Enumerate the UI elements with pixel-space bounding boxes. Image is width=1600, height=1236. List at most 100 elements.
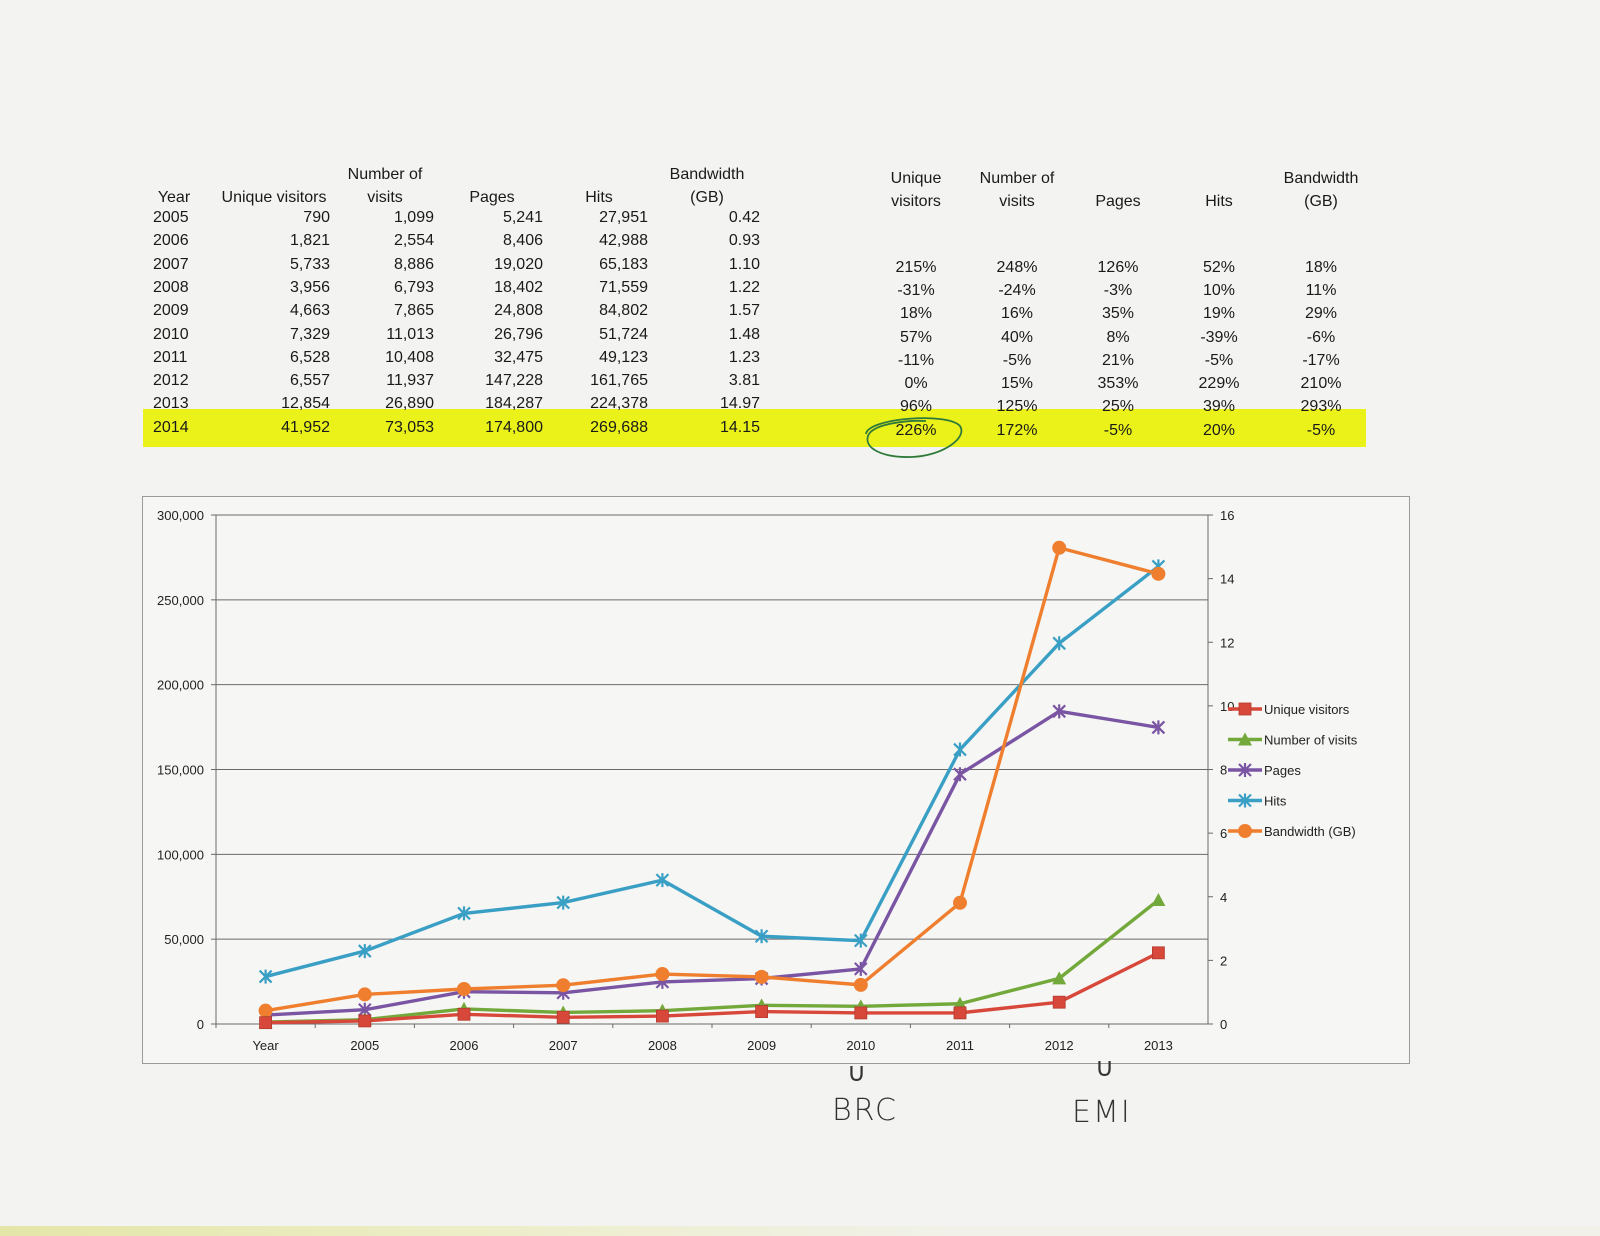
table-pct-cell: 21% xyxy=(1101,351,1135,369)
legend-marker xyxy=(1238,732,1252,746)
data-point xyxy=(556,895,570,910)
table-pct-cell: 52% xyxy=(1202,258,1236,276)
table-pct-cell: 29% xyxy=(1304,305,1338,323)
table-value-cell: 2,554 xyxy=(393,232,434,250)
y2-tick-label: 6 xyxy=(1220,826,1227,841)
y-tick-label: 0 xyxy=(197,1017,204,1032)
table-pct-cell: 126% xyxy=(1097,258,1139,276)
table-year-cell: 2014 xyxy=(153,418,189,436)
header-left-2: visits xyxy=(367,189,403,206)
table-value-cell: 7,329 xyxy=(289,325,330,343)
data-point xyxy=(358,944,372,959)
data-point xyxy=(457,982,471,997)
table-value-cell: 224,378 xyxy=(590,395,648,413)
table-value-cell: 65,183 xyxy=(599,255,648,273)
table-value-cell: 26,890 xyxy=(385,395,434,413)
table-pct-cell: 125% xyxy=(996,398,1038,416)
y2-tick-label: 12 xyxy=(1220,635,1234,650)
series-line-unique-visitors xyxy=(265,951,1160,1025)
legend-label: Hits xyxy=(1264,794,1287,809)
data-point xyxy=(655,967,670,982)
y2-tick-label: 14 xyxy=(1220,572,1234,587)
table-pct-cell: 25% xyxy=(1101,398,1135,416)
y2-tick-label: 10 xyxy=(1220,699,1234,714)
table-pct-cell: -11% xyxy=(897,351,935,369)
table-value-cell: 27,951 xyxy=(599,209,648,226)
table-value-cell: 5,241 xyxy=(502,209,543,226)
table-value-cell: 1.22 xyxy=(728,278,760,296)
table-year-cell: 2006 xyxy=(153,232,189,250)
x-tick-label: 2010 xyxy=(846,1038,875,1053)
data-point xyxy=(259,1016,272,1030)
data-point xyxy=(854,933,868,948)
table-value-cell: 8,406 xyxy=(502,232,543,250)
table-year-cell: 2007 xyxy=(153,255,189,273)
table-pct-cell: 11% xyxy=(1305,281,1337,299)
x-tick-label: 2012 xyxy=(1045,1038,1074,1053)
data-point xyxy=(754,929,769,944)
brc-checkmark: ∪ xyxy=(847,1058,869,1088)
data-point xyxy=(1151,893,1166,907)
data-point xyxy=(1052,971,1067,985)
legend-marker xyxy=(1238,793,1252,808)
header-right-3: Hits xyxy=(1205,193,1233,210)
table-value-cell: 1,099 xyxy=(393,209,434,226)
legend-label: Pages xyxy=(1264,763,1301,778)
table-value-cell: 84,802 xyxy=(599,302,648,320)
x-tick-label: 2008 xyxy=(648,1038,677,1053)
x-tick-label: Year xyxy=(252,1038,279,1053)
y2-tick-label: 4 xyxy=(1220,890,1227,905)
table-pct-cell: -6% xyxy=(1306,328,1336,346)
x-tick-label: 2011 xyxy=(946,1038,974,1053)
x-tick-label: 2005 xyxy=(350,1038,379,1053)
table-year-cell: 2005 xyxy=(153,209,189,226)
table-value-cell: 6,557 xyxy=(289,372,330,390)
table-year-cell: 2011 xyxy=(153,348,188,366)
header-left-5: (GB) xyxy=(690,189,724,206)
data-point xyxy=(556,978,571,993)
header-right-4: (GB) xyxy=(1304,193,1338,210)
row-2014-highlight xyxy=(143,409,1366,447)
data-point xyxy=(1152,946,1165,960)
table-value-cell: 1.23 xyxy=(728,348,760,366)
table-value-cell: 184,287 xyxy=(485,395,543,413)
table-pct-cell: -24% xyxy=(998,281,1036,299)
table-pct-cell: 20% xyxy=(1202,421,1236,439)
table-pct-cell: 172% xyxy=(996,421,1038,439)
table-value-cell: 11,937 xyxy=(386,372,434,390)
header-right-2: Pages xyxy=(1095,193,1141,210)
table-year-cell: 2008 xyxy=(153,278,189,296)
table-value-cell: 8,886 xyxy=(393,255,434,273)
table-pct-cell: -5% xyxy=(1103,421,1133,439)
series-line-number-of-visits xyxy=(265,898,1160,1024)
table-value-cell: 4,663 xyxy=(289,302,330,320)
header-right-4: Bandwidth xyxy=(1283,170,1359,187)
y2-tick-label: 0 xyxy=(1220,1017,1227,1032)
table-value-cell: 790 xyxy=(303,209,330,226)
data-point xyxy=(1052,540,1067,555)
header-right-0: visitors xyxy=(891,193,941,210)
line-chart: 0 50,000 100,000 150,000 200,000 250,000 300,0… xyxy=(157,508,1358,1053)
brc-annotation: BRC xyxy=(832,1093,898,1128)
data-point xyxy=(656,1009,669,1023)
table-value-cell: 174,800 xyxy=(485,418,543,436)
table-value-cell: 42,988 xyxy=(599,232,648,250)
data-point xyxy=(1052,704,1066,719)
data-point xyxy=(1151,720,1166,735)
table-value-cell: 161,765 xyxy=(590,372,648,390)
table-value-cell: 41,952 xyxy=(281,418,330,436)
y2-tick-label: 2 xyxy=(1220,953,1227,968)
table-value-cell: 32,475 xyxy=(494,348,543,366)
y-tick-label: 100,000 xyxy=(157,847,204,862)
data-point xyxy=(655,873,670,888)
table-pct-cell: 0% xyxy=(904,375,928,393)
table-value-cell: 5,733 xyxy=(289,255,330,273)
table-pct-cell: -39% xyxy=(1200,328,1238,346)
table-pct-cell: 353% xyxy=(1097,375,1139,393)
table-value-cell: 18,402 xyxy=(494,278,543,296)
table-pct-cell: 96% xyxy=(899,398,933,416)
table-value-cell: 14.15 xyxy=(719,418,760,436)
emi-checkmark: ∪ xyxy=(1095,1053,1117,1083)
data-point xyxy=(854,961,868,976)
